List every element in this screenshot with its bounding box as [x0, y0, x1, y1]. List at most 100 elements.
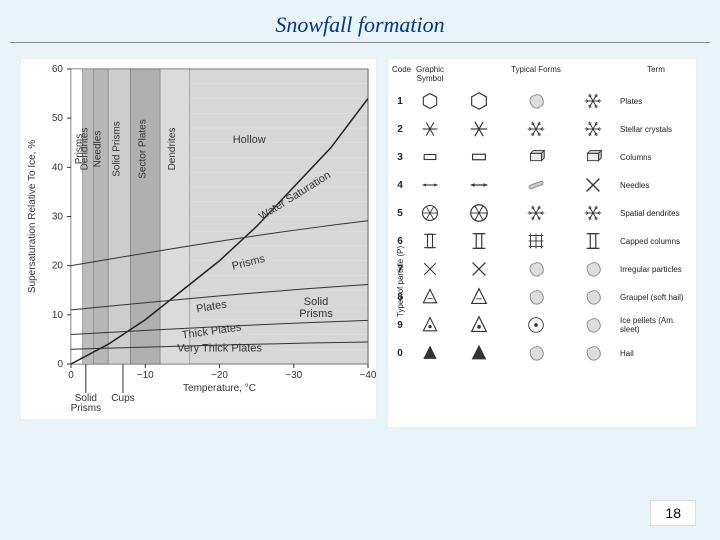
icepellet-icon	[420, 315, 440, 335]
svg-text:−20: −20	[211, 370, 228, 381]
page-number: 18	[650, 500, 696, 526]
legend-symbol	[408, 119, 452, 139]
dendrite-icon	[420, 203, 440, 223]
star6-icon	[420, 119, 440, 139]
legend-symbol	[408, 231, 452, 251]
svg-text:Dendrites: Dendrites	[80, 128, 91, 171]
legend-row: 9Ice pellets (Am. sleet)	[392, 311, 692, 339]
svg-text:30: 30	[52, 212, 64, 223]
legend-row: 7Irregular particles	[392, 255, 692, 283]
icepellet-icon	[468, 314, 490, 336]
legend-symbol	[408, 91, 452, 111]
svg-text:0: 0	[68, 370, 74, 381]
legend-term: Plates	[620, 97, 692, 106]
capped-icon	[420, 231, 440, 251]
snowflake-icon	[582, 90, 604, 112]
svg-text:0: 0	[57, 359, 63, 370]
svg-text:Prisms: Prisms	[71, 403, 102, 414]
legend-typical-forms	[452, 258, 620, 280]
svg-text:Solid: Solid	[304, 296, 328, 308]
star6-icon	[468, 118, 490, 140]
legend-row: 0 Hail	[392, 339, 692, 367]
legend-typical-forms	[452, 314, 620, 336]
blob-icon	[525, 342, 547, 364]
legend-row: 2 Stellar crystals	[392, 115, 692, 143]
band-label: Needles	[93, 131, 104, 168]
legend-rows: Types of particle (P) 1Plates 2 Stellar cr…	[392, 87, 692, 367]
blob-icon	[525, 90, 547, 112]
legend-code: 6	[392, 236, 408, 247]
capped-icon	[582, 230, 604, 252]
band-label: Solid Prisms	[111, 121, 122, 177]
legend-typical-forms	[452, 146, 620, 168]
legend-symbol	[408, 343, 452, 363]
dot-circle-icon	[525, 314, 547, 336]
snowflake-icon	[582, 118, 604, 140]
column-icon	[468, 146, 490, 168]
legend-symbol	[408, 287, 452, 307]
hexagon-icon	[468, 90, 490, 112]
irregular-icon	[468, 258, 490, 280]
dendrite-icon	[468, 202, 490, 224]
legend-row: 4Needles	[392, 171, 692, 199]
column3d-icon	[582, 146, 604, 168]
blob-icon	[582, 314, 604, 336]
legend-head-code: Code	[392, 65, 408, 83]
blob-icon	[582, 286, 604, 308]
legend-head-gs: Graphic Symbol	[408, 65, 452, 83]
graupel-icon	[420, 287, 440, 307]
hail-icon	[420, 343, 440, 363]
legend-code: 3	[392, 152, 408, 163]
rod-icon	[525, 174, 547, 196]
blob-icon	[582, 342, 604, 364]
svg-text:10: 10	[52, 310, 64, 321]
legend-head-term: Term	[620, 65, 692, 83]
chart-svg: PrismsNeedlesSolid PrismsSector PlatesDe…	[21, 59, 376, 419]
svg-text:−10: −10	[137, 370, 154, 381]
legend-row: 1Plates	[392, 87, 692, 115]
legend-term: Hail	[620, 349, 692, 358]
lattice-icon	[525, 230, 547, 252]
needle-icon	[468, 174, 490, 196]
legend-row: 5 Spatial dendrites	[392, 199, 692, 227]
legend-typical-forms	[452, 342, 620, 364]
irregular-icon	[420, 259, 440, 279]
legend-typical-forms	[452, 90, 620, 112]
svg-text:Cups: Cups	[111, 393, 134, 404]
legend-term: Ice pellets (Am. sleet)	[620, 316, 692, 334]
legend-typical-forms	[452, 202, 620, 224]
legend-row: 6Capped columns	[392, 227, 692, 255]
svg-text:−30: −30	[285, 370, 302, 381]
legend-code: 0	[392, 348, 408, 359]
legend-row: 3 Columns	[392, 143, 692, 171]
legend-term: Stellar crystals	[620, 125, 692, 134]
legend-typical-forms	[452, 230, 620, 252]
legend-side-label: Types of particle (P)	[396, 246, 405, 317]
cross-needles-icon	[582, 174, 604, 196]
legend-code: 5	[392, 208, 408, 219]
band-label: Dendrites	[167, 128, 178, 171]
snowflake-icon	[582, 202, 604, 224]
legend-term: Columns	[620, 153, 692, 162]
snow-legend: Code Graphic Symbol Typical Forms Term T…	[387, 58, 697, 428]
hexagon-icon	[420, 91, 440, 111]
svg-text:Hollow: Hollow	[233, 134, 266, 146]
snowflake-icon	[525, 202, 547, 224]
capped-icon	[468, 230, 490, 252]
legend-code: 2	[392, 124, 408, 135]
legend-row: 8Graupel (soft hail)	[392, 283, 692, 311]
legend-symbol	[408, 203, 452, 223]
graupel-icon	[468, 286, 490, 308]
svg-text:40: 40	[52, 162, 64, 173]
legend-term: Spatial dendrites	[620, 209, 692, 218]
legend-typical-forms	[452, 286, 620, 308]
legend-header: Code Graphic Symbol Typical Forms Term	[392, 63, 692, 87]
legend-symbol	[408, 175, 452, 195]
legend-typical-forms	[452, 118, 620, 140]
hail-icon	[468, 342, 490, 364]
svg-text:20: 20	[52, 261, 64, 272]
morphology-chart: PrismsNeedlesSolid PrismsSector PlatesDe…	[20, 58, 377, 420]
legend-code: 4	[392, 180, 408, 191]
svg-text:−40: −40	[360, 370, 376, 381]
svg-text:Prisms: Prisms	[299, 308, 333, 320]
